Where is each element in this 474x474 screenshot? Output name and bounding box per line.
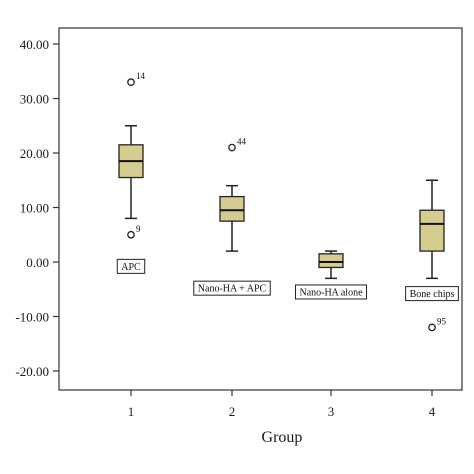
outlier-label: 14 bbox=[136, 71, 146, 81]
outlier-label: 95 bbox=[437, 316, 447, 326]
y-axis: 40.00 30.00 20.00 10.00 0.00 -10.00 -20.00 bbox=[15, 37, 59, 379]
box-group-1: 14 9 APC bbox=[116, 71, 146, 274]
box-group-3: Nano-HA alone bbox=[294, 250, 368, 300]
box-group-4: 95 Bone chips bbox=[405, 179, 459, 332]
group-name-box bbox=[405, 286, 459, 302]
outlier-label: 44 bbox=[237, 137, 247, 147]
group-name-box bbox=[193, 280, 271, 296]
group-name-label: Nano-HA + APC bbox=[198, 284, 267, 295]
boxes: 14 9 APC 44 Nano-HA + APC Nano-HA alone 95 Bone… bbox=[116, 71, 459, 332]
box-iqr bbox=[219, 195, 245, 222]
group-name-label: APC bbox=[121, 262, 141, 273]
x-tick-label: 1 bbox=[128, 404, 135, 419]
y-tick-label: -10.00 bbox=[15, 310, 49, 325]
outlier-point bbox=[127, 230, 135, 239]
y-tick-label: 10.00 bbox=[20, 201, 49, 216]
y-tick-label: 0.00 bbox=[26, 255, 49, 270]
y-tick-label: -20.00 bbox=[15, 364, 49, 379]
x-axis: 1 2 3 4 bbox=[128, 390, 436, 419]
group-name-label: Nano-HA alone bbox=[299, 287, 363, 298]
x-tick-label: 4 bbox=[429, 404, 436, 419]
box-group-2: 44 Nano-HA + APC bbox=[193, 137, 271, 296]
group-name-box bbox=[116, 258, 146, 274]
x-axis-title: Group bbox=[262, 429, 303, 446]
outlier-point bbox=[127, 78, 135, 87]
outlier-point bbox=[228, 143, 236, 152]
plot-frame bbox=[58, 27, 463, 391]
x-tick-label: 2 bbox=[229, 404, 236, 419]
x-tick-label: 3 bbox=[328, 404, 335, 419]
group-name-box bbox=[294, 284, 368, 300]
box-iqr bbox=[318, 253, 344, 269]
y-tick-label: 30.00 bbox=[20, 92, 49, 107]
outlier-point bbox=[428, 323, 436, 332]
y-tick-label: 40.00 bbox=[20, 37, 49, 52]
box-iqr bbox=[419, 209, 445, 252]
group-name-label: Bone chips bbox=[410, 289, 455, 300]
y-tick-label: 20.00 bbox=[20, 146, 49, 161]
outlier-label: 9 bbox=[136, 224, 141, 234]
